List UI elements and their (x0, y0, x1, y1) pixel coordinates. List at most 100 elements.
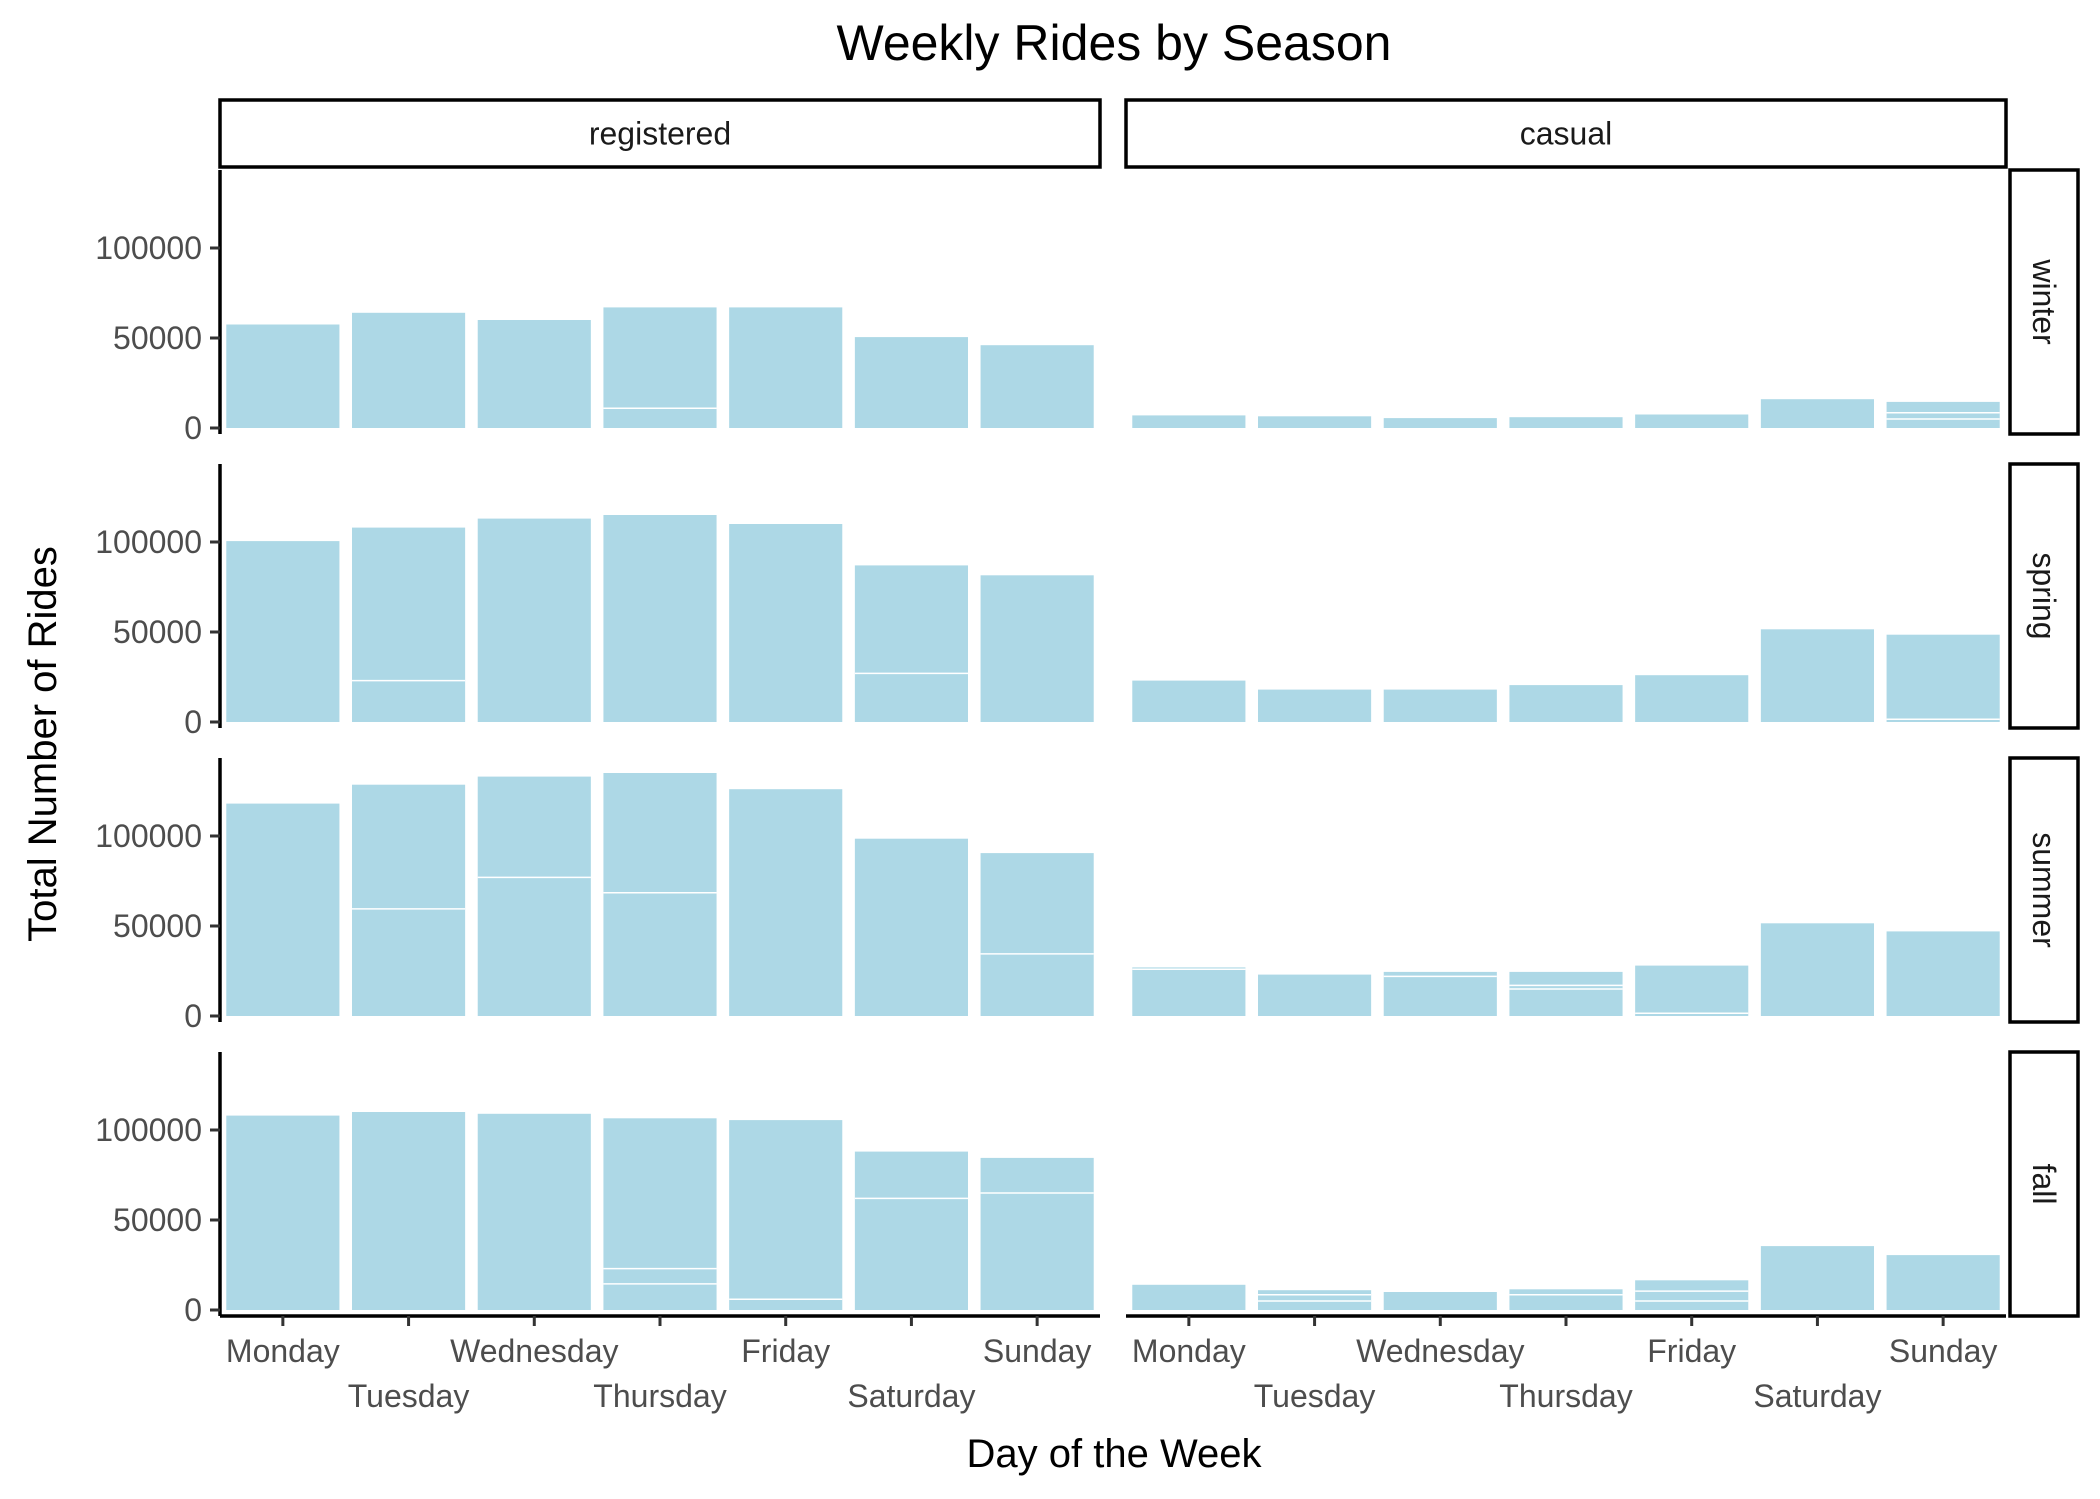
bar-winter-registered-thursday (603, 307, 717, 428)
x-tick-label-sunday: Sunday (1889, 1333, 1998, 1369)
y-tick-label: 100000 (95, 818, 202, 854)
bar-fall-registered-sunday (980, 1157, 1094, 1310)
x-tick-label-wednesday: Wednesday (1356, 1333, 1524, 1369)
strip-label-registered: registered (589, 116, 731, 152)
x-tick-label-friday: Friday (741, 1333, 830, 1369)
x-tick-label-thursday: Thursday (593, 1378, 726, 1414)
bar-spring-casual-monday (1132, 680, 1246, 722)
bar-winter-registered-sunday (980, 345, 1094, 428)
y-axis-title: Total Number of Rides (21, 546, 65, 942)
bar-spring-casual-wednesday (1383, 689, 1497, 722)
strip-registered (218, 98, 1102, 169)
bar-winter-registered-wednesday (477, 320, 591, 428)
bar-fall-registered-wednesday (477, 1113, 591, 1310)
chart-title: Weekly Rides by Season (837, 15, 1392, 71)
bar-summer-casual-wednesday (1383, 971, 1497, 1016)
bar-spring-registered-monday (226, 541, 340, 722)
bar-winter-casual-friday (1635, 414, 1749, 428)
bar-summer-casual-friday (1635, 965, 1749, 1016)
bar-spring-casual-friday (1635, 675, 1749, 722)
bar-fall-casual-monday (1132, 1284, 1246, 1310)
bar-spring-registered-saturday (854, 565, 968, 722)
bar-spring-registered-tuesday (352, 527, 466, 722)
panel-winter-registered: 0 50000 100000 (95, 170, 1094, 446)
bar-winter-casual-tuesday (1258, 416, 1372, 428)
bar-fall-casual-tuesday (1258, 1290, 1372, 1310)
y-tick-label: 50000 (113, 908, 202, 944)
x-tick-label-saturday: Saturday (1753, 1378, 1881, 1414)
bar-winter-casual-saturday (1760, 399, 1874, 428)
x-tick-label-wednesday: Wednesday (450, 1333, 618, 1369)
bar-spring-casual-thursday (1509, 685, 1623, 722)
bar-summer-casual-monday (1132, 967, 1246, 1016)
bar-summer-registered-wednesday (477, 776, 591, 1016)
bar-winter-casual-thursday (1509, 417, 1623, 428)
y-tick-label: 100000 (95, 524, 202, 560)
strip-label-casual: casual (1520, 116, 1613, 152)
bar-winter-registered-friday (729, 307, 843, 428)
bar-winter-registered-monday (226, 324, 340, 428)
x-tick-label-sunday: Sunday (983, 1333, 1092, 1369)
bar-spring-casual-saturday (1760, 629, 1874, 722)
bar-winter-casual-sunday (1886, 401, 2000, 428)
strip-label-summer: summer (2026, 832, 2062, 948)
bar-winter-registered-tuesday (352, 312, 466, 428)
bar-winter-casual-wednesday (1383, 418, 1497, 428)
bar-fall-casual-friday (1635, 1280, 1749, 1310)
y-tick-label: 0 (184, 1292, 202, 1328)
strip-summer (2008, 756, 2080, 1024)
bar-summer-casual-thursday (1509, 971, 1623, 1016)
x-tick-label-monday: Monday (226, 1333, 340, 1369)
bar-fall-registered-saturday (854, 1151, 968, 1310)
panel-summer-casual (1132, 923, 2000, 1016)
strip-fall (2008, 1050, 2080, 1318)
x-tick-label-saturday: Saturday (847, 1378, 975, 1414)
panel-spring-registered: 0 50000 100000 (95, 464, 1094, 740)
x-tick-label-tuesday: Tuesday (1254, 1378, 1376, 1414)
x-tick-label-tuesday: Tuesday (348, 1378, 470, 1414)
y-tick-label: 0 (184, 410, 202, 446)
bar-fall-registered-tuesday (352, 1112, 466, 1310)
facet-panels: registered casual winter spring summer fall 0 5… (95, 98, 2080, 1414)
strip-casual (1124, 98, 2008, 169)
panel-summer-registered: 0 50000 100000 (95, 758, 1094, 1034)
bar-summer-casual-sunday (1886, 931, 2000, 1016)
y-tick-label: 50000 (113, 614, 202, 650)
bar-summer-casual-tuesday (1258, 974, 1372, 1016)
panel-spring-casual (1132, 629, 2000, 722)
y-tick-label: 50000 (113, 1202, 202, 1238)
y-tick-label: 50000 (113, 320, 202, 356)
bar-fall-registered-monday (226, 1115, 340, 1310)
x-tick-label-thursday: Thursday (1499, 1378, 1632, 1414)
bar-spring-registered-thursday (603, 515, 717, 722)
bar-spring-registered-sunday (980, 575, 1094, 722)
bar-winter-registered-saturday (854, 337, 968, 428)
bar-summer-registered-saturday (854, 838, 968, 1016)
strip-label-winter: winter (2026, 258, 2062, 345)
strip-winter (2008, 168, 2080, 436)
bar-fall-registered-friday (729, 1120, 843, 1310)
bar-fall-casual-thursday (1509, 1289, 1623, 1310)
bar-summer-registered-monday (226, 803, 340, 1016)
x-axis-title: Day of the Week (967, 1432, 1263, 1476)
strip-label-spring: spring (2026, 552, 2062, 639)
bar-fall-casual-saturday (1760, 1246, 1874, 1310)
bar-fall-casual-sunday (1886, 1255, 2000, 1310)
bar-summer-registered-friday (729, 789, 843, 1016)
panel-winter-casual (1132, 399, 2000, 428)
bar-spring-casual-tuesday (1258, 689, 1372, 722)
bar-fall-casual-wednesday (1383, 1292, 1497, 1310)
y-tick-label: 100000 (95, 230, 202, 266)
strip-label-fall: fall (2026, 1164, 2062, 1205)
x-tick-label-monday: Monday (1132, 1333, 1246, 1369)
bar-summer-casual-saturday (1760, 923, 1874, 1016)
bar-fall-registered-thursday (603, 1118, 717, 1310)
strip-spring (2008, 462, 2080, 730)
y-tick-label: 0 (184, 998, 202, 1034)
bar-summer-registered-sunday (980, 853, 1094, 1016)
x-tick-label-friday: Friday (1647, 1333, 1736, 1369)
bar-winter-casual-monday (1132, 415, 1246, 428)
